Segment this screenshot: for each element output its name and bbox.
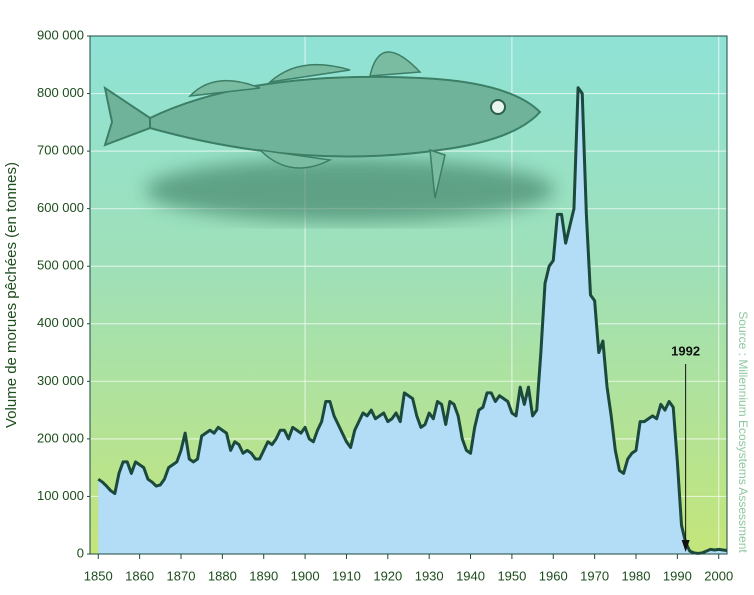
y-axis-label: Volume de morues pêchées (en tonnes) <box>3 162 20 428</box>
y-tick-label: 600 000 <box>37 200 84 215</box>
annotation-arrowhead <box>681 540 690 552</box>
x-tick-label: 1900 <box>291 568 320 583</box>
x-tick-label: 1950 <box>497 568 526 583</box>
y-tick-label: 400 000 <box>37 315 84 330</box>
y-tick-label: 100 000 <box>37 488 84 503</box>
line <box>97 86 728 555</box>
y-tick-label: 800 000 <box>37 85 84 100</box>
area <box>98 87 728 555</box>
y-tick-label: 0 <box>77 545 84 560</box>
y-tick-label: 500 000 <box>37 258 84 273</box>
x-tick-label: 2000 <box>704 568 733 583</box>
plot-frame <box>89 35 728 555</box>
annotation-label: 1992 <box>671 343 700 358</box>
x-tick-label: 1990 <box>663 568 692 583</box>
x-tick-label: 1960 <box>539 568 568 583</box>
y-tick-label: 200 000 <box>37 430 84 445</box>
x-tick-label: 1930 <box>415 568 444 583</box>
x-tick-label: 1970 <box>580 568 609 583</box>
x-tick-label: 1920 <box>373 568 402 583</box>
x-tick-label: 1870 <box>167 568 196 583</box>
x-tick-label: 1940 <box>456 568 485 583</box>
y-tick-label: 900 000 <box>37 27 84 42</box>
x-tick-label: 1980 <box>622 568 651 583</box>
y-tick-label: 300 000 <box>37 373 84 388</box>
plot <box>97 86 728 555</box>
x-tick-label: 1910 <box>332 568 361 583</box>
x-tick-label: 1850 <box>84 568 113 583</box>
fish-illustration <box>103 51 555 222</box>
y-tick-label: 700 000 <box>37 143 84 158</box>
x-tick-label: 1890 <box>249 568 278 583</box>
x-tick-label: 1880 <box>208 568 237 583</box>
source: Source : Millennium Ecosystems Assessmen… <box>736 311 750 553</box>
x-tick-label: 1860 <box>125 568 154 583</box>
